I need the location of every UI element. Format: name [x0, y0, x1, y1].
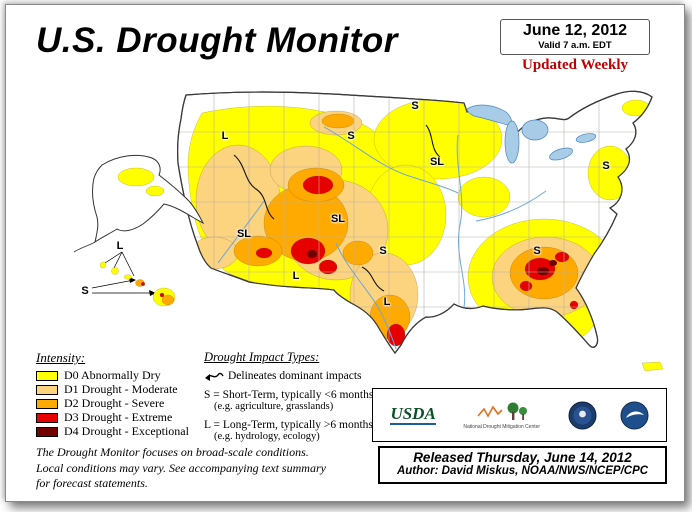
d3-regions: [255, 175, 579, 347]
d4-label: D4 Drought - Exceptional: [64, 424, 189, 438]
d2-swatch: [36, 398, 58, 409]
date-box: June 12, 2012 Valid 7 a.m. EDT: [500, 19, 650, 55]
great-lakes: [466, 104, 597, 164]
d3-swatch: [36, 412, 58, 423]
release-info-box: Released Thursday, June 14, 2012 Author:…: [378, 446, 667, 484]
agency-logos-box: USDA National Drought Mitigation Center: [372, 388, 667, 442]
valid-time: Valid 7 a.m. EDT: [538, 40, 612, 51]
updated-weekly-note: Updated Weekly: [522, 57, 628, 73]
legend-item-d3: D3 Drought - Extreme: [36, 410, 189, 424]
disclaimer-line-1: The Drought Monitor focuses on broad-sca…: [36, 445, 309, 459]
d1-label: D1 Drought - Moderate: [64, 382, 178, 396]
legend-item-d0: D0 Abnormally Dry: [36, 368, 189, 382]
legend-heading: Intensity:: [36, 350, 86, 365]
drought-monitor-page: S L S SL SL SL S L L S S L S U.S. Drought Monitor Ju…: [5, 4, 685, 502]
released-date: Released Thursday, June 14, 2012: [413, 450, 632, 465]
noaa-seal-icon: [620, 401, 649, 429]
long-term-examples: (e.g. hydrology, ecology): [214, 431, 320, 442]
ndmc-caption: National Drought Mitigation Center: [463, 424, 541, 431]
disclaimer-line-2: Local conditions may vary. See accompany…: [36, 460, 326, 475]
d0-swatch: [36, 370, 58, 381]
ndmc-logo-icon: [477, 402, 527, 421]
delineates-row: Delineates dominant impacts: [204, 370, 382, 382]
state-boundaries: [177, 91, 652, 354]
d3-label: D3 Drought - Extreme: [64, 410, 173, 424]
long-term-label: L = Long-Term, typically >6 months: [204, 419, 373, 431]
usda-logo: USDA: [390, 403, 436, 426]
d4-regions: [306, 249, 558, 276]
ndmc-logo: National Drought Mitigation Center: [459, 399, 545, 431]
author-credit: Author: David Miskus, NOAA/NWS/NCEP/CPC: [396, 465, 649, 477]
usda-logo-text: USDA: [390, 403, 436, 423]
d0-label: D0 Abnormally Dry: [64, 368, 161, 382]
hawaii-inset: [91, 251, 176, 307]
impact-delineation-lines: [233, 124, 441, 292]
short-term-examples: (e.g. agriculture, grasslands): [214, 401, 334, 412]
alaska-inset: [73, 154, 205, 253]
short-term-label: S = Short-Term, typically <6 months: [204, 389, 374, 401]
disclaimer-text: The Drought Monitor focuses on broad-sca…: [36, 445, 376, 492]
d4-swatch: [36, 426, 58, 437]
impact-types: Drought Impact Types: Delineates dominan…: [204, 350, 382, 449]
d2-label: D2 Drought - Severe: [64, 396, 165, 410]
delineation-squiggle-icon: [205, 372, 224, 381]
legend-item-d4: D4 Drought - Exceptional: [36, 424, 189, 438]
us-drought-map: [73, 90, 664, 372]
delineates-label: Delineates dominant impacts: [228, 370, 362, 382]
puerto-rico-inset: [641, 361, 664, 372]
intensity-legend: Intensity: D0 Abnormally Dry D1 Drought …: [36, 350, 189, 439]
commerce-seal-icon: [568, 401, 597, 429]
disclaimer-line-3: for forecast statements.: [36, 476, 148, 491]
conus-map: [177, 90, 653, 355]
page-title: U.S. Drought Monitor: [36, 21, 398, 60]
report-date: June 12, 2012: [522, 22, 628, 39]
legend-item-d2: D2 Drought - Severe: [36, 396, 189, 410]
impact-types-heading: Drought Impact Types:: [204, 350, 320, 364]
legend-item-d1: D1 Drought - Moderate: [36, 382, 189, 396]
rivers: [217, 126, 547, 350]
d1-swatch: [36, 384, 58, 395]
